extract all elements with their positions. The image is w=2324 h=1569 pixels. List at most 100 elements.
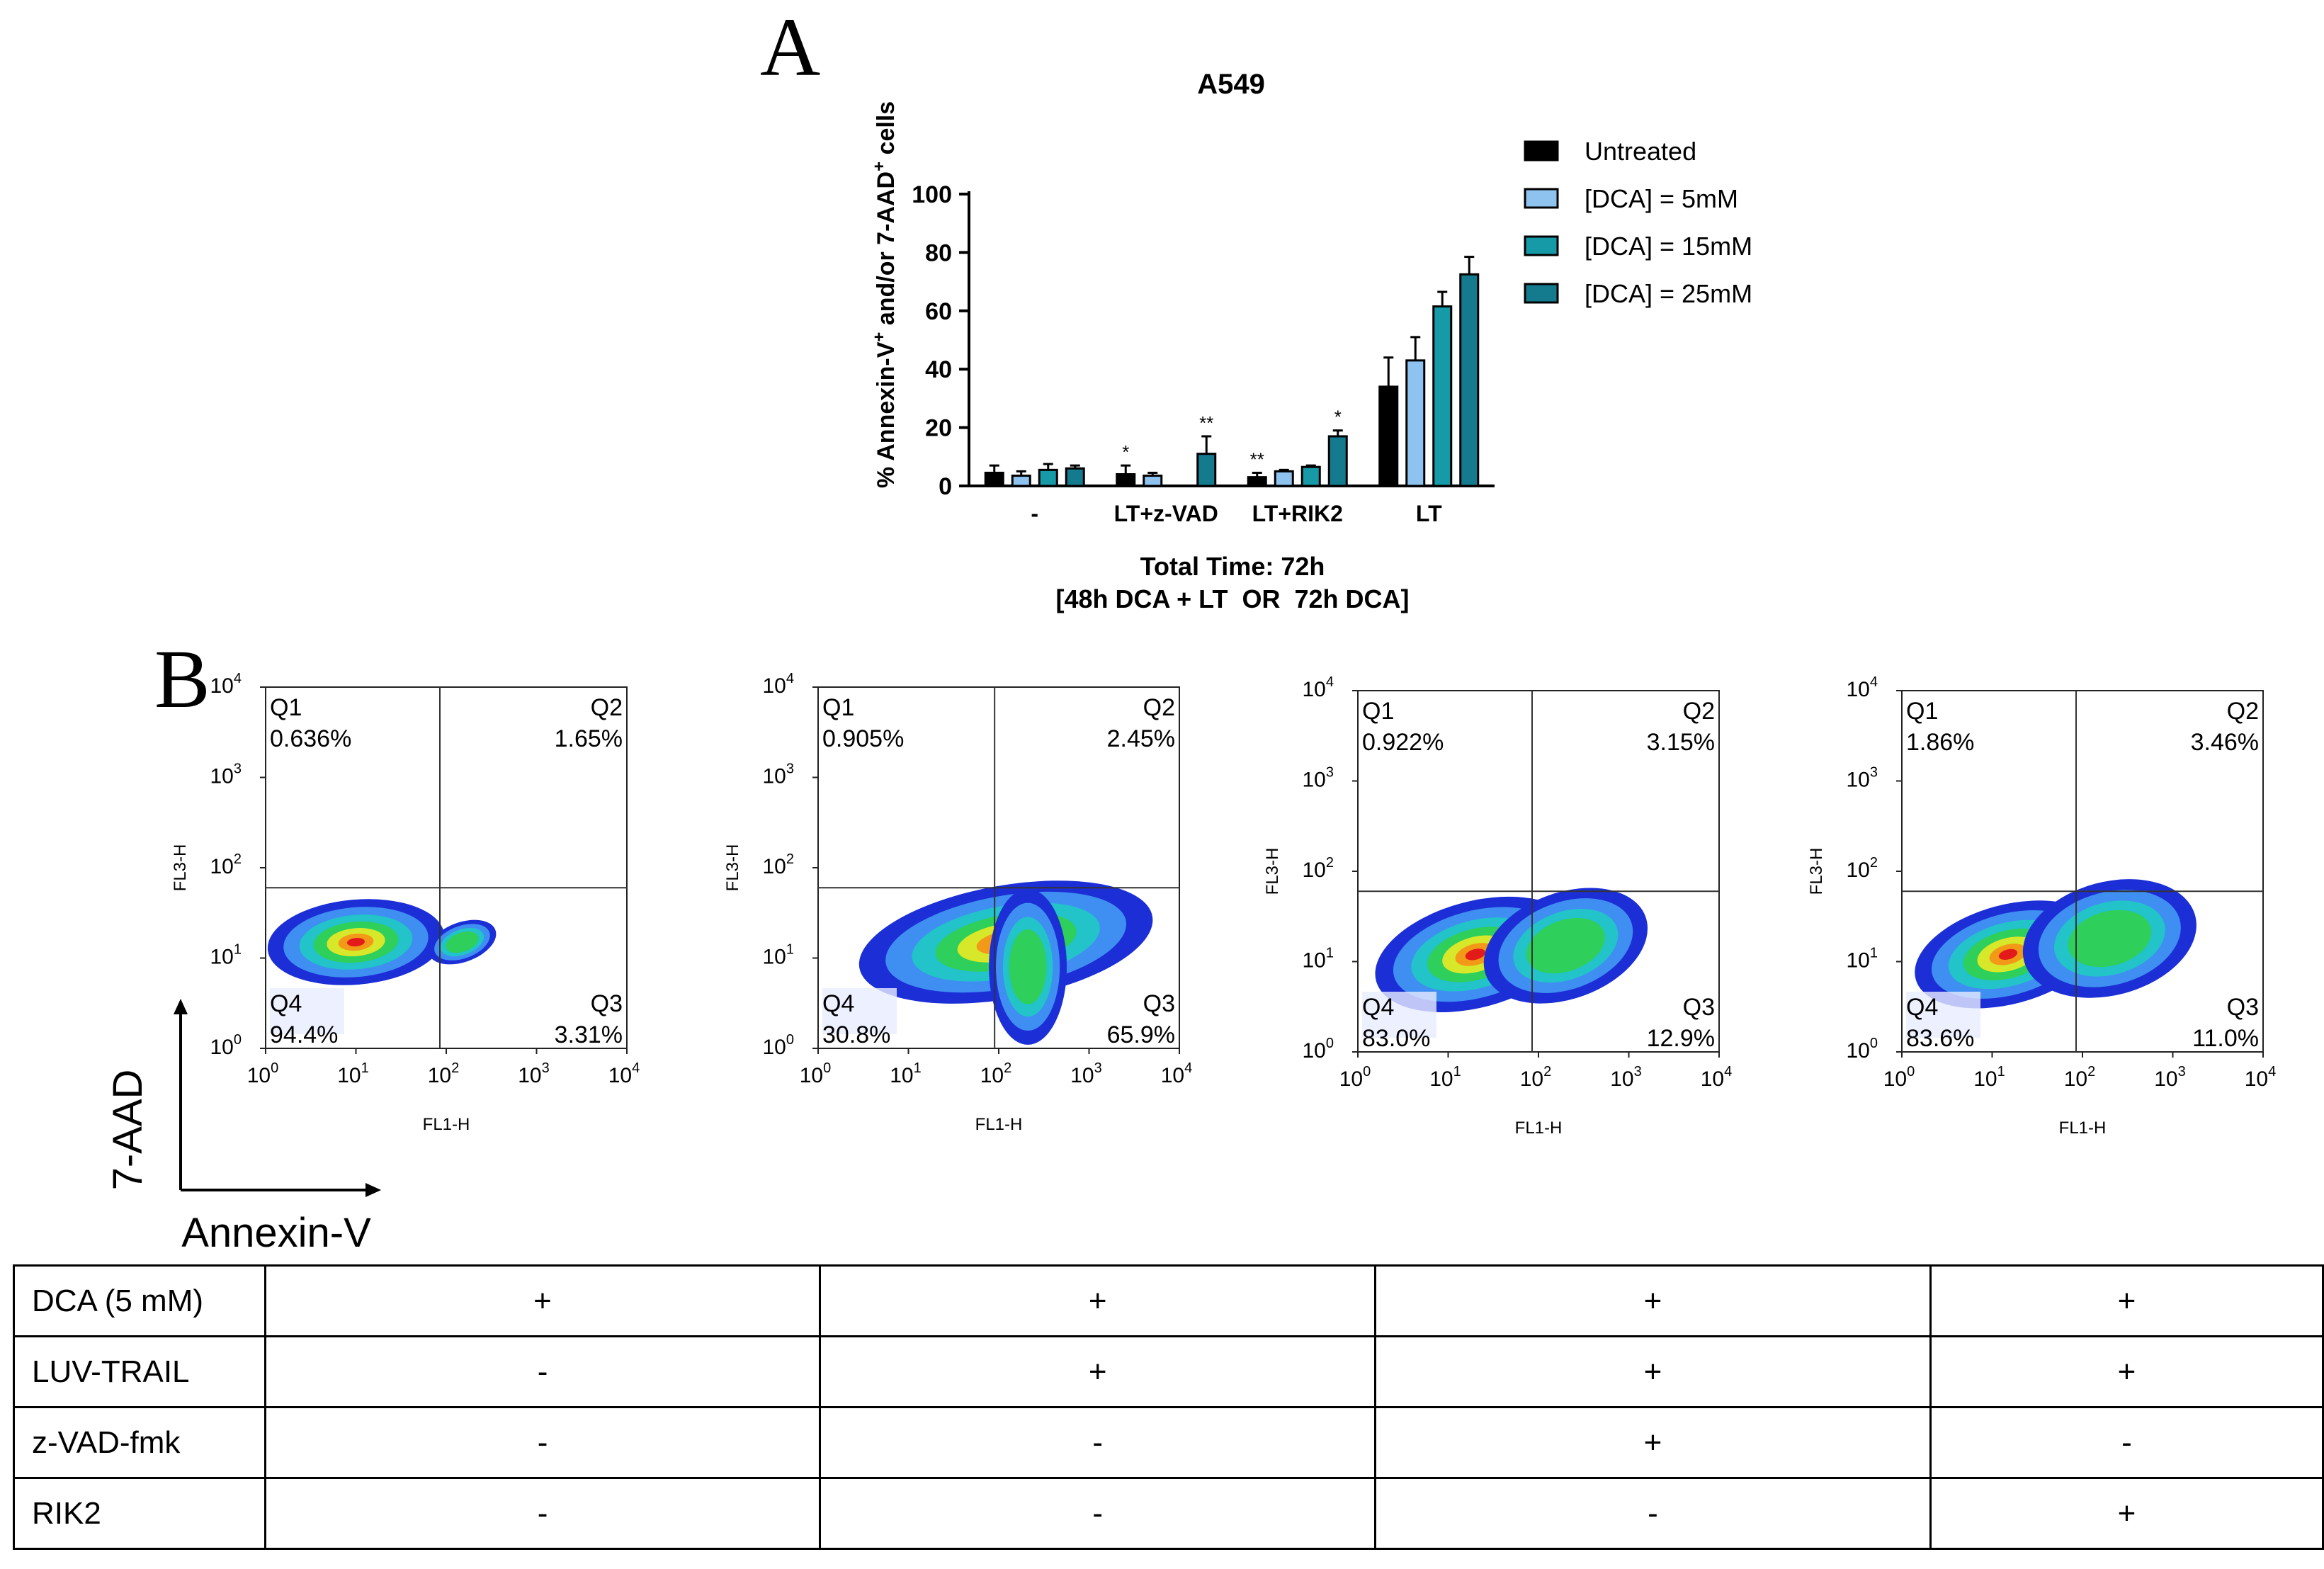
quadrant-name: Q4 bbox=[1362, 994, 1394, 1021]
quadrant-percent: 3.15% bbox=[1647, 729, 1715, 756]
legend-label: Untreated bbox=[1585, 137, 1696, 166]
y-tick-exponent: 1 bbox=[1326, 946, 1334, 961]
x-tick-label: - bbox=[1031, 501, 1038, 526]
y-tick-label: 40 bbox=[925, 356, 952, 383]
y-tick-exponent: 3 bbox=[1870, 765, 1878, 781]
y-tick-label: 102 bbox=[763, 851, 795, 878]
x-tick-label: 103 bbox=[1070, 1060, 1102, 1087]
x-tick-label: 100 bbox=[1883, 1064, 1915, 1091]
y-tick-label: 100 bbox=[1303, 1036, 1334, 1063]
table-cell: + bbox=[819, 1335, 1377, 1408]
table-cell: + bbox=[1929, 1477, 2324, 1550]
y-tick-label: 104 bbox=[763, 673, 795, 698]
legend-label: [DCA] = 15mM bbox=[1585, 232, 1752, 261]
density-region bbox=[1465, 948, 1486, 961]
legend-label: [DCA] = 25mM bbox=[1585, 279, 1752, 308]
x-axis-label: FL1-H bbox=[1515, 1118, 1563, 1138]
significance-marker: ** bbox=[1199, 412, 1213, 434]
y-tick-label: 101 bbox=[763, 942, 795, 969]
x-tick-exponent: 3 bbox=[1634, 1064, 1642, 1080]
x-axis-label-line-1: Total Time: 72h bbox=[1140, 552, 1325, 581]
bar bbox=[1327, 435, 1348, 487]
quadrant-name: Q4 bbox=[822, 990, 854, 1017]
quadrant-percent: 0.905% bbox=[822, 725, 904, 752]
chart-title: A549 bbox=[1197, 69, 1265, 100]
bar-chart-a549: A549 % Annexin-V+ and/or 7-AAD+ cells 02… bbox=[870, 69, 1753, 613]
quadrant-name: Q3 bbox=[2227, 994, 2259, 1021]
quadrant-name: Q2 bbox=[1683, 698, 1715, 725]
legend-swatch bbox=[1524, 140, 1559, 162]
x-tick-exponent: 0 bbox=[1907, 1064, 1915, 1080]
y-tick-label: 101 bbox=[1303, 946, 1334, 973]
y-axis-label: FL3-H bbox=[171, 844, 190, 892]
density-region bbox=[1998, 948, 2018, 961]
quadrant-percent: 12.9% bbox=[1647, 1025, 1715, 1052]
x-axis-label: FL1-H bbox=[2059, 1118, 2107, 1138]
x-tick-exponent: 4 bbox=[2268, 1064, 2276, 1080]
flow-plot-1: Q10.636%Q21.65%Q33.31%Q494.4%10010010110… bbox=[171, 673, 640, 1134]
table-cell: + bbox=[1929, 1264, 2324, 1337]
quadrant-name: Q4 bbox=[1906, 994, 1938, 1021]
x-tick-label: 102 bbox=[428, 1060, 460, 1087]
bar bbox=[1459, 273, 1480, 487]
table-cell: - bbox=[263, 1406, 822, 1479]
y-tick-label: 0 bbox=[939, 473, 952, 500]
x-tick-exponent: 3 bbox=[1094, 1060, 1102, 1076]
gate-highlight bbox=[822, 988, 897, 1034]
table-cell: + bbox=[1929, 1335, 2324, 1408]
x-tick-label: 103 bbox=[2154, 1064, 2186, 1091]
quadrant-percent: 30.8% bbox=[822, 1021, 890, 1048]
table-cell: - bbox=[819, 1406, 1377, 1479]
x-tick-label: 100 bbox=[247, 1060, 279, 1087]
quadrant-percent: 1.65% bbox=[555, 725, 623, 752]
x-tick-label: 102 bbox=[1520, 1064, 1552, 1091]
row-label: LUV-TRAIL bbox=[13, 1335, 266, 1408]
y-tick-label: 104 bbox=[1847, 676, 1878, 701]
bar bbox=[1405, 359, 1426, 487]
x-tick-exponent: 2 bbox=[2087, 1064, 2095, 1080]
axis-key: 7-AAD Annexin-V bbox=[105, 999, 381, 1256]
x-axis-label-line-2: [48h DCA + LT OR 72h DCA] bbox=[1055, 584, 1409, 613]
x-tick-label: 100 bbox=[1339, 1064, 1371, 1091]
y-axis-label-part-3: cells bbox=[873, 101, 900, 162]
y-tick-exponent: 1 bbox=[786, 942, 794, 958]
bar bbox=[1116, 473, 1136, 487]
row-label: DCA (5 mM) bbox=[13, 1264, 266, 1337]
y-tick-label: 103 bbox=[763, 761, 795, 788]
y-tick-label: 103 bbox=[1847, 765, 1878, 792]
x-tick-label: 104 bbox=[608, 1060, 640, 1087]
gate-highlight bbox=[1906, 992, 1980, 1038]
x-tick-exponent: 0 bbox=[271, 1060, 278, 1076]
y-tick-exponent: 4 bbox=[1870, 676, 1878, 690]
x-tick-exponent: 3 bbox=[2178, 1064, 2186, 1080]
x-tick-label: 104 bbox=[1701, 1064, 1733, 1091]
bar bbox=[1065, 467, 1085, 487]
y-tick-label: 100 bbox=[1847, 1036, 1878, 1063]
y-tick-exponent: 4 bbox=[1326, 676, 1334, 690]
table-row: z-VAD-fmk - - + - bbox=[13, 1406, 2324, 1479]
significance-marker: * bbox=[1122, 441, 1129, 463]
axis-key-x-label: Annexin-V bbox=[181, 1210, 371, 1256]
quadrant-percent: 65.9% bbox=[1107, 1021, 1175, 1048]
table-cell: - bbox=[263, 1477, 822, 1550]
y-tick-exponent: 1 bbox=[1870, 946, 1878, 961]
y-tick-label: 103 bbox=[1303, 765, 1334, 792]
y-axis-label-part-2: and/or 7-AAD bbox=[873, 171, 900, 332]
panel-a-letter: A bbox=[760, 1, 821, 94]
y-axis-label-part-1: % Annexin-V bbox=[873, 341, 900, 488]
x-tick-label: LT bbox=[1416, 501, 1442, 526]
gate-highlight bbox=[1362, 992, 1436, 1038]
row-label: z-VAD-fmk bbox=[13, 1406, 266, 1479]
quadrant-name: Q2 bbox=[2227, 698, 2259, 725]
x-tick-exponent: 1 bbox=[914, 1060, 922, 1076]
flow-plot-2: Q10.905%Q22.45%Q365.9%Q430.8%10010010110… bbox=[723, 673, 1192, 1134]
significance-marker: ** bbox=[1250, 448, 1264, 470]
y-tick-exponent: 2 bbox=[1326, 855, 1334, 871]
table-cell: - bbox=[819, 1477, 1377, 1550]
x-tick-label: 102 bbox=[2064, 1064, 2096, 1091]
y-tick-label: 101 bbox=[210, 942, 242, 969]
y-axis-label: FL3-H bbox=[1807, 848, 1826, 895]
x-tick-exponent: 0 bbox=[1363, 1064, 1371, 1080]
table-cell: + bbox=[1374, 1406, 1932, 1479]
y-tick-label: 104 bbox=[1303, 676, 1334, 701]
